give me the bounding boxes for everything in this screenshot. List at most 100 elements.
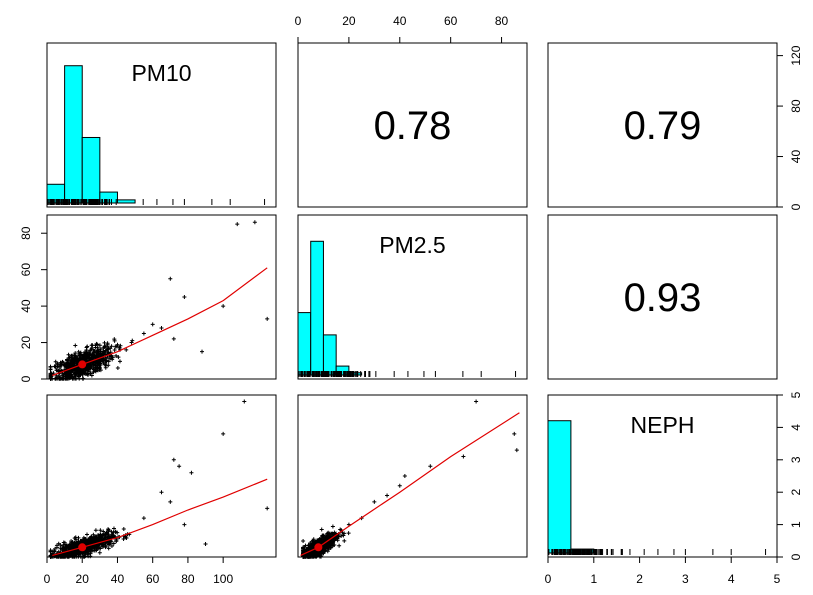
scatter-point (89, 347, 94, 352)
scatter-point (63, 374, 68, 379)
scatter-point (221, 431, 226, 436)
scatter-point (200, 349, 205, 354)
scatter-point (332, 536, 337, 541)
scatter-point (103, 361, 108, 366)
scatter-point (203, 542, 208, 547)
scatter-point (397, 483, 402, 488)
scatter-point (69, 353, 74, 358)
scatter-point (159, 490, 164, 495)
scatter-point (66, 357, 71, 362)
y-tick-label: 0 (19, 375, 33, 382)
scatter-point (103, 535, 108, 540)
scatter-point (95, 365, 100, 370)
scatter-point (63, 363, 68, 368)
scatter-point (102, 349, 107, 354)
scatter-point (60, 359, 65, 364)
correlation-value: 0.79 (624, 104, 702, 148)
y-tick-label: 80 (19, 226, 33, 240)
x-tick-label: 0 (545, 572, 552, 586)
x-tick-label: 40 (393, 14, 407, 28)
scatter-point (88, 357, 93, 362)
x-tick-label: 20 (342, 14, 356, 28)
y-tick-label: 120 (789, 45, 803, 65)
scatter-point (76, 352, 81, 357)
scatter-point (84, 540, 89, 545)
scatter-point (310, 539, 315, 544)
y-tick-label: 2 (789, 489, 803, 496)
scatter-point (85, 344, 90, 349)
scatter-point (98, 352, 103, 357)
scatter-point (72, 540, 77, 545)
y-tick-label: 4 (789, 424, 803, 431)
x-tick-label: 0 (295, 14, 302, 28)
scatter-point (428, 464, 433, 469)
histogram-bar (322, 334, 337, 376)
scatter-point (86, 355, 91, 360)
scatter-point (121, 527, 126, 532)
scatter-point (323, 545, 328, 550)
scatter-point (252, 220, 257, 225)
scatter-point (141, 331, 146, 336)
scatter-point (73, 351, 78, 356)
y-tick-label: 80 (789, 99, 803, 113)
scatter-point (124, 347, 129, 352)
histogram-bar (64, 65, 83, 204)
scatter-point (91, 349, 96, 354)
scatter-point (99, 535, 104, 540)
scatter-point (372, 499, 377, 504)
histogram-bar (310, 240, 324, 376)
panel-frame-1-2 (547, 214, 778, 380)
scatter-point (265, 316, 270, 321)
y-tick-label: 20 (19, 336, 33, 350)
variable-label: PM10 (131, 60, 191, 86)
histogram-bar (335, 365, 350, 376)
scatter-point (72, 536, 77, 541)
scatter-point (85, 366, 90, 371)
correlation-value: 0.93 (624, 276, 702, 320)
scatter-point (81, 535, 86, 540)
scatter-point (72, 359, 77, 364)
scatter-point (107, 356, 112, 361)
scatter-point (67, 545, 72, 550)
scatter-point (61, 372, 66, 377)
scatter-point (124, 535, 129, 540)
scatter-point (112, 337, 117, 342)
scatter-point (98, 528, 103, 533)
scatter-point (53, 359, 58, 364)
scatter-point (95, 353, 100, 358)
scatter-point (76, 541, 81, 546)
scatter-point (385, 493, 390, 498)
scatter-point (110, 355, 115, 360)
scatter-point (48, 373, 53, 378)
scatter-point (318, 537, 323, 542)
scatter-point (235, 222, 240, 227)
scatter-point (61, 545, 66, 550)
scatter-point (56, 541, 61, 546)
scatter-point (330, 543, 335, 548)
scatter-point (103, 365, 108, 370)
x-tick-label: 20 (76, 572, 90, 586)
scatter-point (77, 356, 82, 361)
scatter-point (69, 372, 74, 377)
scatter-point (48, 548, 53, 553)
scatter-point (63, 542, 68, 547)
scatter-point (111, 541, 116, 546)
scatter-point (112, 347, 117, 352)
scatter-point (111, 530, 116, 535)
scatter-point (57, 368, 62, 373)
histogram-bar (116, 199, 136, 204)
scatter-point (221, 304, 226, 309)
scatter-point (104, 543, 109, 548)
scatter-point (85, 552, 90, 557)
histogram-bar (547, 420, 572, 554)
scatter-point (319, 527, 324, 532)
scatter-point (76, 358, 81, 363)
scatter-point (83, 549, 88, 554)
scatter-point (57, 363, 62, 368)
scatter-point (85, 357, 90, 362)
panel-frame-0-0 (46, 42, 277, 208)
scatter-point (189, 470, 194, 475)
scatter-point (102, 340, 107, 345)
histogram-bar (81, 136, 101, 204)
